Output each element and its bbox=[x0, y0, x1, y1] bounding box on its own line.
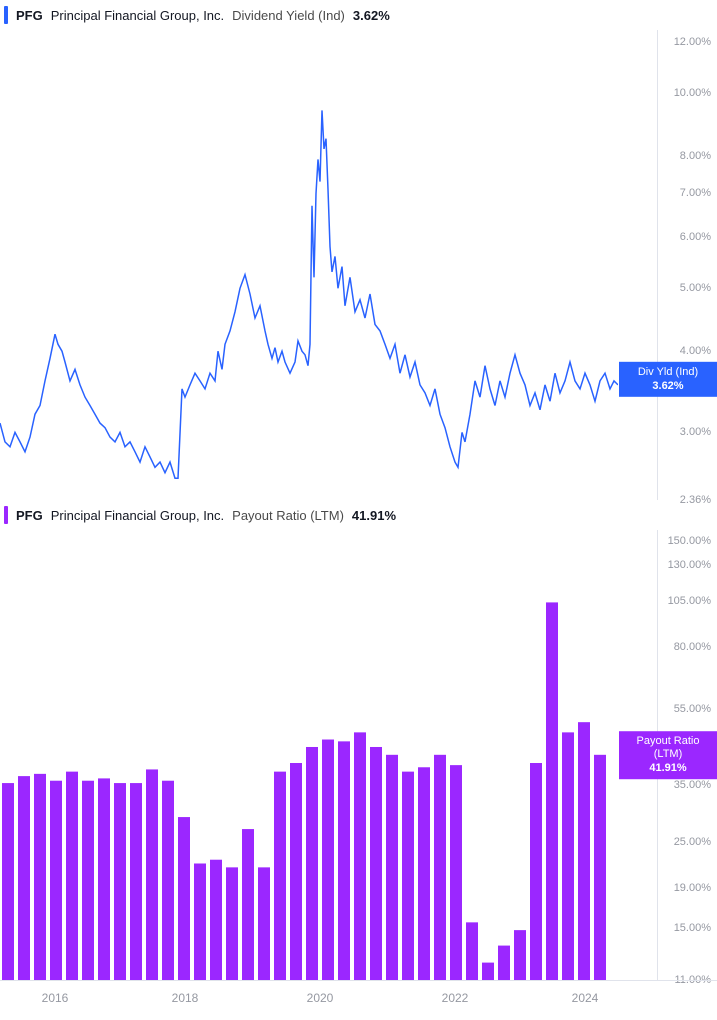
x-axis-tick: 2024 bbox=[572, 991, 599, 1005]
shared-x-axis: 2016 2018 2020 2022 2024 bbox=[0, 980, 717, 1020]
chart1-body[interactable]: 12.00% 10.00% 8.00% 7.00% 6.00% 5.00% 4.00% 3.0… bbox=[0, 30, 717, 500]
chart1-y-tick: 6.00% bbox=[680, 231, 711, 243]
chart2-y-tick: 15.00% bbox=[674, 922, 711, 934]
x-axis-tick: 2018 bbox=[172, 991, 199, 1005]
chart1-y-tick: 8.00% bbox=[680, 150, 711, 162]
chart2-ticker: PFG bbox=[16, 508, 43, 523]
chart1-y-tick: 3.00% bbox=[680, 426, 711, 438]
chart2-current-badge: Payout Ratio (LTM) 41.91% bbox=[619, 731, 717, 779]
chart1-y-axis: 12.00% 10.00% 8.00% 7.00% 6.00% 5.00% 4.00% 3.0… bbox=[657, 30, 717, 500]
chart1-line-plot bbox=[0, 30, 618, 500]
chart2-bar-plot bbox=[0, 530, 618, 980]
chart1-value: 3.62% bbox=[353, 8, 390, 23]
chart2-badge-label: Payout Ratio (LTM) bbox=[625, 735, 711, 761]
chart1-badge-value: 3.62% bbox=[625, 379, 711, 392]
chart1-y-tick: 10.00% bbox=[674, 87, 711, 99]
chart2-y-tick: 150.00% bbox=[668, 535, 711, 547]
chart1-current-badge: Div Yld (Ind) 3.62% bbox=[619, 362, 717, 396]
x-axis-tick: 2016 bbox=[42, 991, 69, 1005]
dividend-yield-chart: PFG Principal Financial Group, Inc. Divi… bbox=[0, 0, 717, 500]
x-axis-tick: 2022 bbox=[442, 991, 469, 1005]
chart1-header: PFG Principal Financial Group, Inc. Divi… bbox=[0, 0, 717, 30]
x-axis-tick: 2020 bbox=[307, 991, 334, 1005]
chart2-badge-value: 41.91% bbox=[625, 762, 711, 775]
chart1-y-tick: 4.00% bbox=[680, 345, 711, 357]
payout-ratio-chart: PFG Principal Financial Group, Inc. Payo… bbox=[0, 500, 717, 980]
chart2-value: 41.91% bbox=[352, 508, 396, 523]
chart2-company: Principal Financial Group, Inc. bbox=[51, 508, 224, 523]
chart2-color-bar bbox=[4, 506, 8, 524]
chart2-header: PFG Principal Financial Group, Inc. Payo… bbox=[0, 500, 717, 530]
chart1-y-tick: 12.00% bbox=[674, 36, 711, 48]
chart2-y-tick: 35.00% bbox=[674, 779, 711, 791]
chart2-metric: Payout Ratio (LTM) bbox=[232, 508, 344, 523]
chart1-color-bar bbox=[4, 6, 8, 24]
chart1-y-tick: 5.00% bbox=[680, 282, 711, 294]
chart2-y-tick: 19.00% bbox=[674, 882, 711, 894]
chart1-y-tick: 7.00% bbox=[680, 187, 711, 199]
chart1-badge-label: Div Yld (Ind) bbox=[625, 366, 711, 379]
chart2-y-tick: 105.00% bbox=[668, 595, 711, 607]
chart1-company: Principal Financial Group, Inc. bbox=[51, 8, 224, 23]
chart1-metric: Dividend Yield (Ind) bbox=[232, 8, 345, 23]
chart1-ticker: PFG bbox=[16, 8, 43, 23]
chart2-body[interactable]: 150.00% 130.00% 105.00% 80.00% 55.00% 35.00% 2… bbox=[0, 530, 717, 980]
chart2-y-tick: 25.00% bbox=[674, 836, 711, 848]
chart2-y-tick: 55.00% bbox=[674, 703, 711, 715]
chart2-y-tick: 80.00% bbox=[674, 641, 711, 653]
chart2-y-tick: 130.00% bbox=[668, 559, 711, 571]
